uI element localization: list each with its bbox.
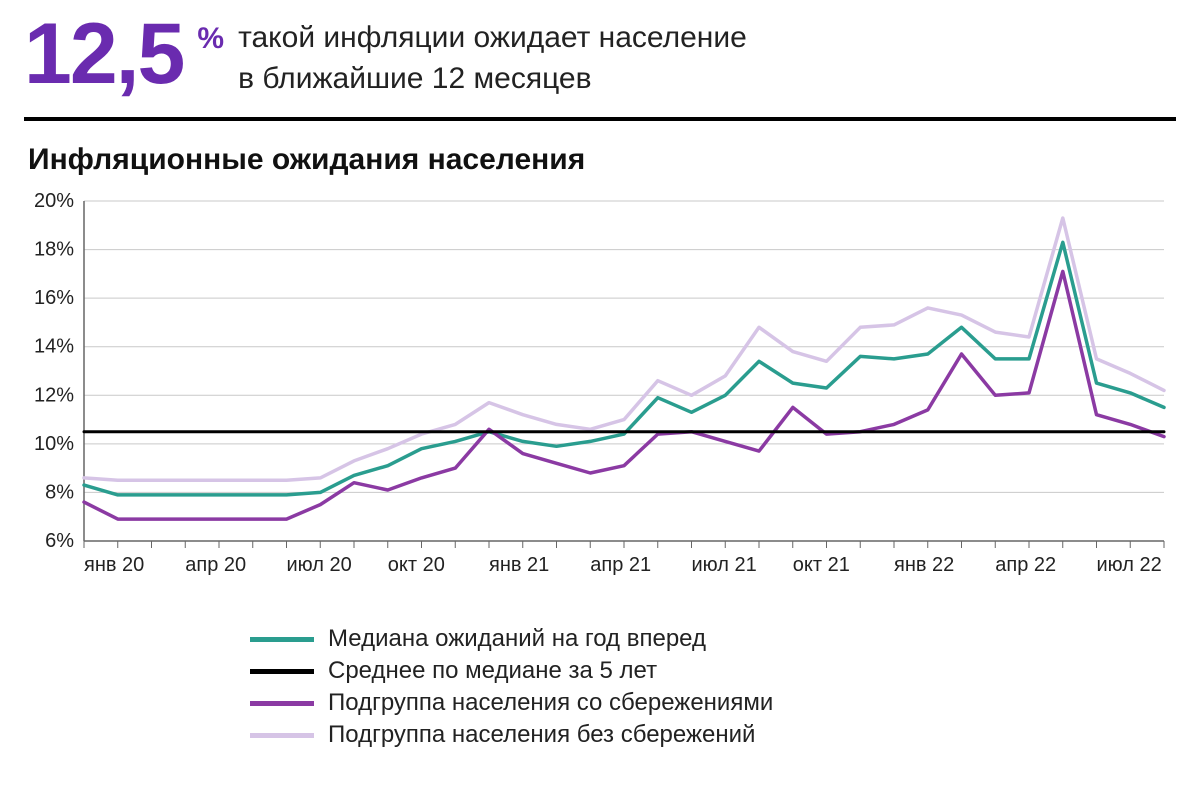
headline-desc-line-1: такой инфляции ожидает население (238, 18, 747, 59)
x-tick-label: окт 21 (793, 554, 850, 576)
x-tick-label: янв 20 (84, 554, 144, 576)
x-tick-label: июл 20 (287, 554, 352, 576)
legend-swatch (250, 733, 314, 738)
x-tick-label: июл 22 (1097, 554, 1162, 576)
legend-label: Подгруппа населения со сбережениями (328, 689, 773, 717)
legend-label: Подгруппа населения без сбережений (328, 721, 755, 749)
y-tick-label: 18% (34, 239, 74, 261)
y-tick-label: 6% (45, 530, 74, 552)
chart-area: 6% 8% 10% 12% 14% 16% 18% 20% янв 20 апр 20 июл 20… (24, 191, 1174, 611)
legend-item: Среднее по медиане за 5 лет (250, 657, 950, 685)
headline-description: такой инфляции ожидает население в ближа… (238, 18, 747, 99)
legend-swatch (250, 637, 314, 642)
x-tick-label: янв 22 (894, 554, 954, 576)
y-tick-label: 10% (34, 433, 74, 455)
headline-desc-line-2: в ближайшие 12 месяцев (238, 59, 747, 100)
legend-item: Медиана ожиданий на год вперед (250, 625, 950, 653)
y-tick-label: 12% (34, 384, 74, 406)
legend-swatch (250, 701, 314, 706)
x-tick-label: апр 22 (995, 554, 1056, 576)
x-tick-label: янв 21 (489, 554, 549, 576)
series-line (84, 242, 1164, 495)
headline-percent: % (197, 22, 224, 56)
x-tick-label: окт 20 (388, 554, 445, 576)
infographic-root: 12,5 % такой инфляции ожидает население … (0, 0, 1200, 763)
header: 12,5 % такой инфляции ожидает население … (24, 14, 1176, 99)
legend-label: Среднее по медиане за 5 лет (328, 657, 657, 685)
y-tick-label: 16% (34, 287, 74, 309)
legend-swatch (250, 669, 314, 674)
chart-title: Инфляционные ожидания населения (28, 143, 1176, 177)
y-tick-label: 14% (34, 336, 74, 358)
chart-svg: 6% 8% 10% 12% 14% 16% 18% 20% янв 20 апр 20 июл 20… (24, 191, 1174, 611)
x-tick-label: июл 21 (692, 554, 757, 576)
headline-value: 12,5 (24, 14, 183, 96)
legend-label: Медиана ожиданий на год вперед (328, 625, 706, 653)
legend-item: Подгруппа населения без сбережений (250, 721, 950, 749)
y-tick-label: 8% (45, 481, 74, 503)
divider (24, 117, 1176, 121)
series-line (84, 218, 1164, 480)
x-tick-label: апр 21 (590, 554, 651, 576)
legend: Медиана ожиданий на год вперед Среднее по… (250, 625, 950, 749)
x-tick-label: апр 20 (185, 554, 246, 576)
legend-item: Подгруппа населения со сбережениями (250, 689, 950, 717)
y-tick-label: 20% (34, 191, 74, 212)
